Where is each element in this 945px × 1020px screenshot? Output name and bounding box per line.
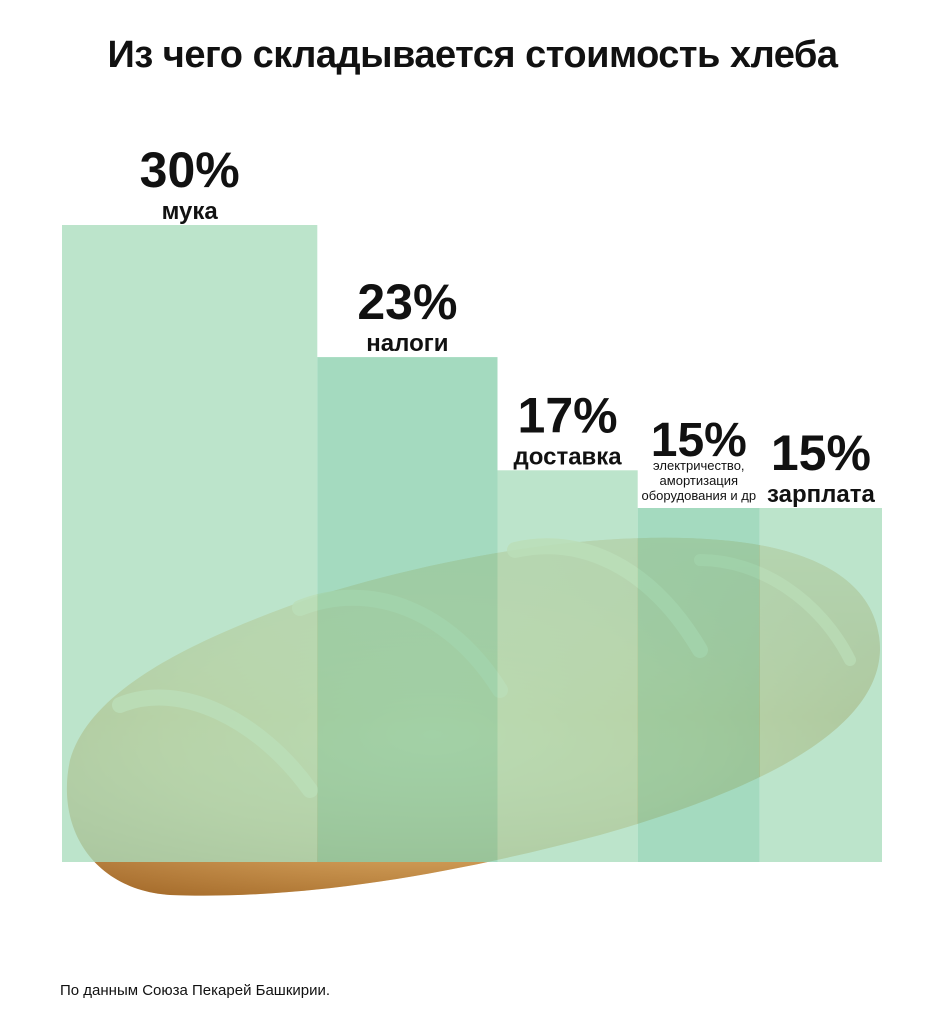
value-label-5: 15%	[771, 425, 871, 481]
bar-4	[637, 508, 760, 862]
category-label-2: налоги	[366, 330, 448, 357]
value-label-4: 15%	[651, 414, 747, 467]
category-label-3: доставка	[514, 443, 623, 470]
source-note: По данным Союза Пекарей Башкирии.	[60, 982, 331, 999]
category-label-5: зарплата	[767, 481, 875, 508]
bar-2	[317, 357, 498, 862]
bar-1	[62, 225, 318, 862]
category-label-1: мука	[162, 198, 219, 225]
bars-layer	[62, 225, 882, 862]
bar-5	[759, 508, 882, 862]
value-label-2: 23%	[357, 274, 457, 330]
bar-3	[497, 470, 638, 862]
value-label-1: 30%	[140, 142, 240, 198]
value-label-3: 17%	[518, 387, 618, 443]
category-label-4-line-2: амортизация	[660, 473, 739, 488]
category-label-4-line-1: электричество,	[653, 458, 745, 473]
category-label-4-line-3: оборудования и др	[641, 488, 756, 503]
chart-title: Из чего складывается стоимость хлеба	[107, 34, 838, 76]
